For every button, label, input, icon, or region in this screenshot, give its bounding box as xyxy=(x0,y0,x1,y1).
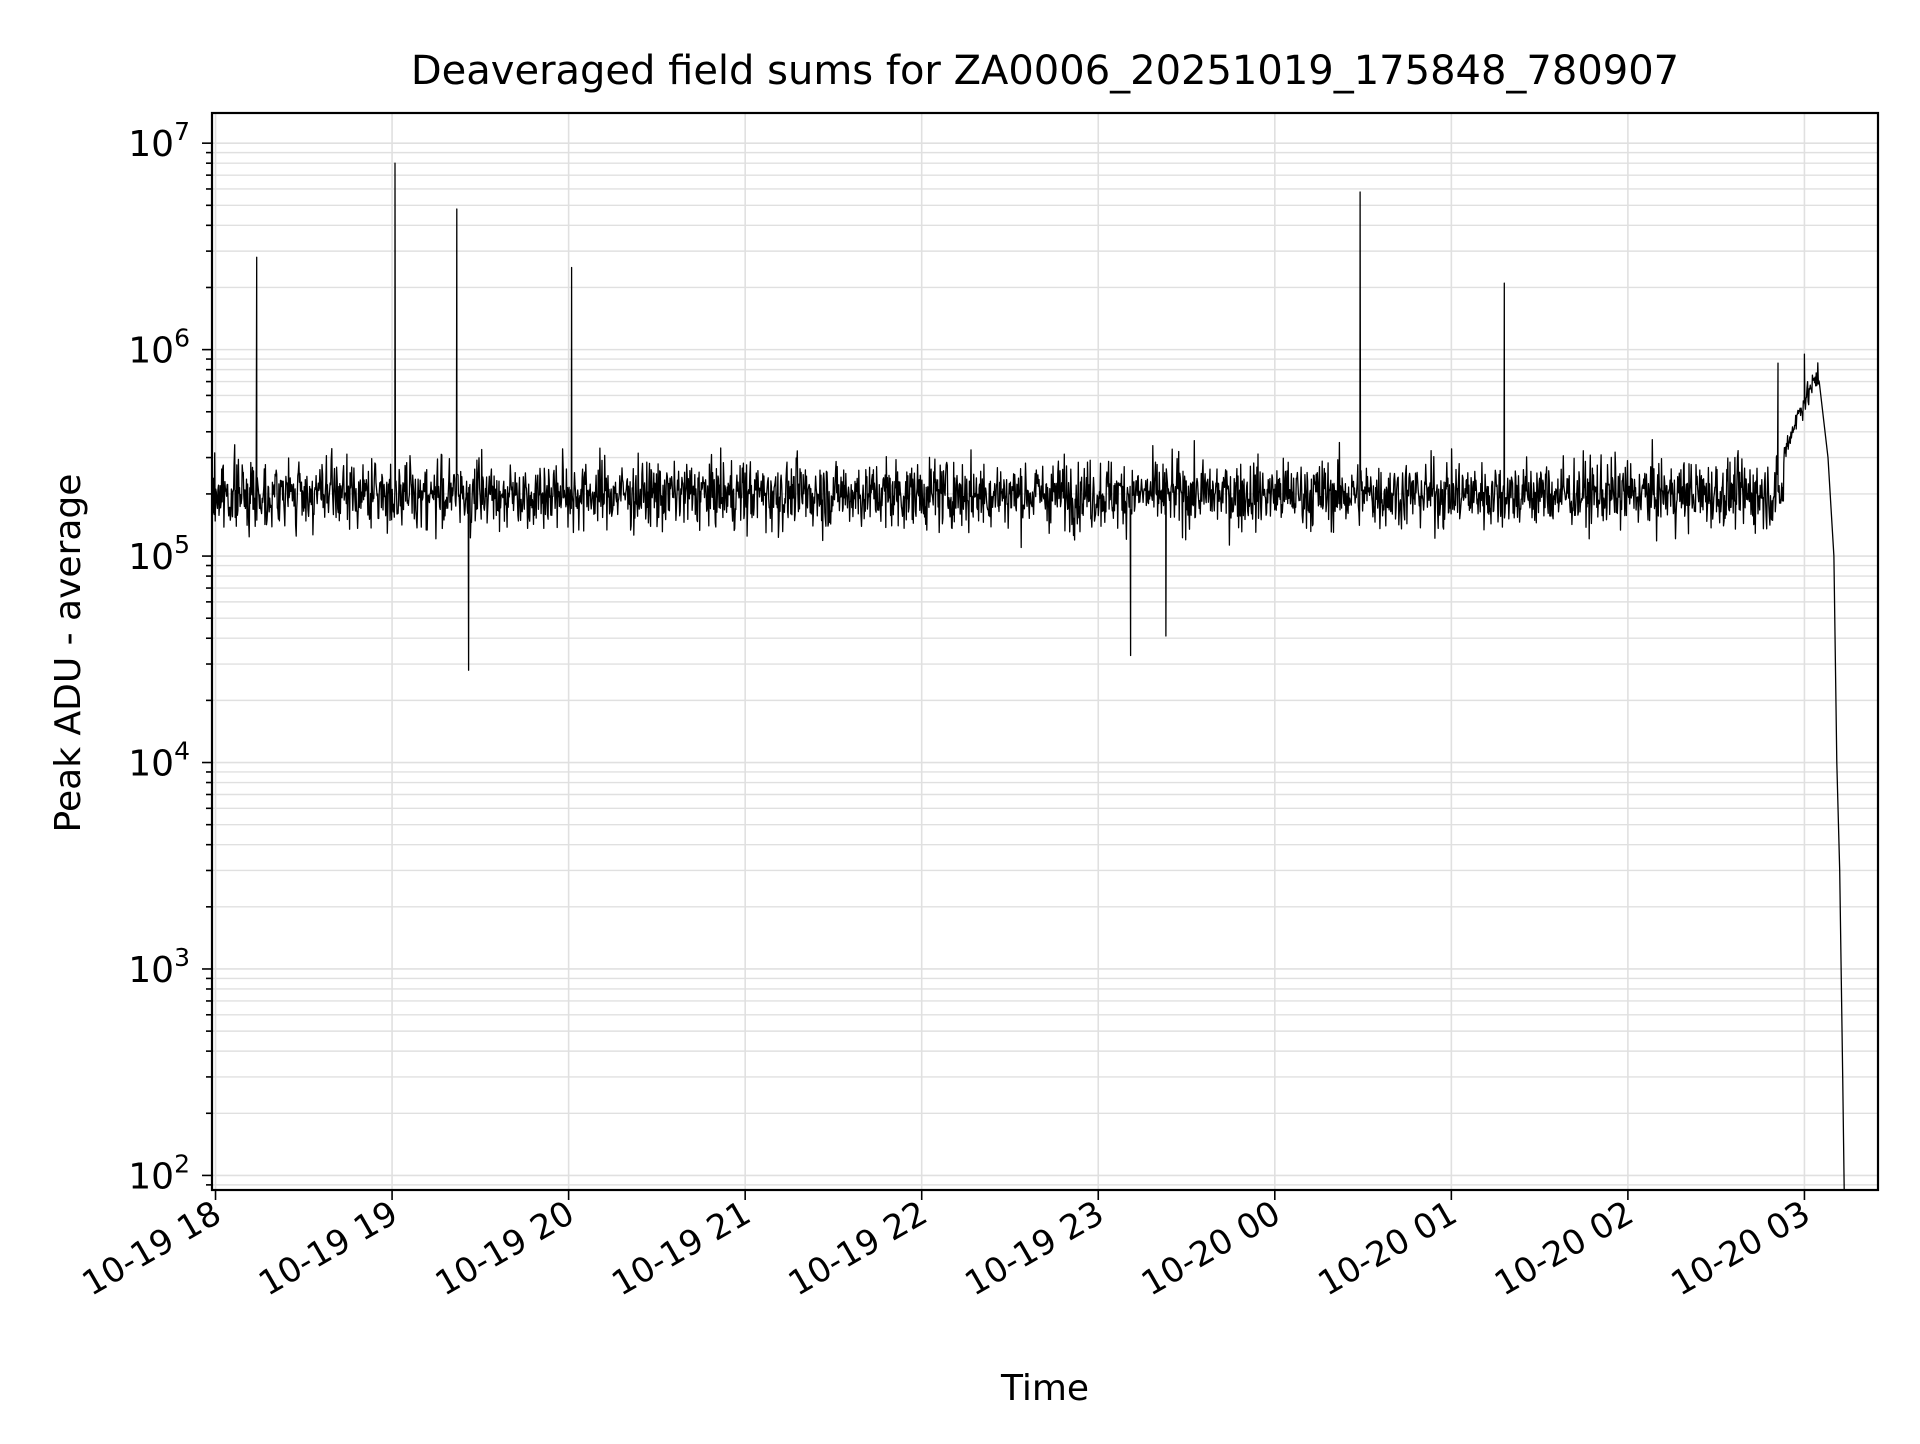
y-tick-label: 107 xyxy=(128,117,190,165)
y-tick-label: 103 xyxy=(128,943,190,991)
y-tick-label: 106 xyxy=(128,324,190,372)
y-axis-label: Peak ADU - average xyxy=(48,474,89,833)
series-line xyxy=(211,162,1845,1191)
x-axis-label: Time xyxy=(1000,1368,1089,1409)
grid xyxy=(212,113,1878,1190)
axes-frame xyxy=(210,111,1880,1192)
y-tick-label: 105 xyxy=(128,530,190,578)
plot-area xyxy=(211,162,1845,1191)
y-tick-label: 102 xyxy=(128,1149,190,1197)
chart-title: Deaveraged field sums for ZA0006_2025101… xyxy=(411,48,1679,94)
y-tick-label: 104 xyxy=(128,737,190,785)
